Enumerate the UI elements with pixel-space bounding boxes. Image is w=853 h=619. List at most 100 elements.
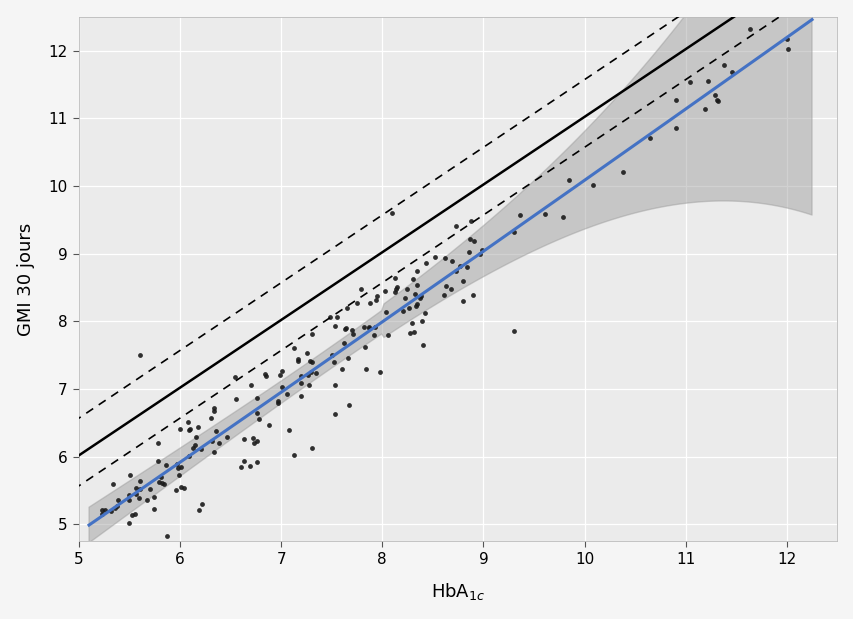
Point <box>250 436 264 446</box>
Point <box>271 396 285 405</box>
Point <box>322 312 336 322</box>
Point <box>132 350 146 360</box>
Point <box>156 479 170 489</box>
Point <box>98 504 112 514</box>
Point <box>132 493 146 503</box>
Point <box>669 95 682 105</box>
Point <box>327 357 340 367</box>
Point <box>449 266 462 276</box>
Point <box>418 308 432 318</box>
Point <box>351 298 364 308</box>
Point <box>273 370 287 380</box>
Point <box>357 322 370 332</box>
Point <box>716 60 729 70</box>
Point <box>456 276 469 286</box>
Point <box>409 280 423 290</box>
Point <box>207 402 221 412</box>
Point <box>409 299 423 309</box>
Point <box>177 483 191 493</box>
Point <box>95 509 108 519</box>
Point <box>466 290 479 300</box>
Point <box>700 76 714 86</box>
Point <box>171 459 184 469</box>
Point <box>710 97 723 106</box>
Point <box>171 463 185 473</box>
Point <box>328 321 342 331</box>
Point <box>354 284 368 294</box>
Point <box>122 490 136 500</box>
Point <box>206 447 220 457</box>
Point <box>300 348 314 358</box>
Point <box>293 371 307 381</box>
Point <box>95 506 108 516</box>
Point <box>305 443 319 453</box>
Point <box>507 326 520 336</box>
Point <box>186 443 200 452</box>
Point <box>294 391 308 400</box>
Point <box>250 408 264 418</box>
Point <box>172 470 186 480</box>
Point <box>155 478 169 488</box>
Point <box>122 495 136 504</box>
Point <box>358 364 372 374</box>
Point <box>460 262 473 272</box>
Point <box>181 417 194 427</box>
Point <box>537 209 551 219</box>
Point <box>174 482 188 492</box>
Point <box>111 495 125 504</box>
Point <box>287 344 300 353</box>
Point <box>416 340 430 350</box>
Point <box>310 368 323 378</box>
Point <box>160 531 174 541</box>
Point <box>362 324 375 334</box>
Point <box>190 422 204 432</box>
Point <box>724 67 738 77</box>
Point <box>334 364 348 374</box>
Point <box>363 298 376 308</box>
Point <box>128 509 142 519</box>
Point <box>237 434 251 444</box>
Point <box>616 167 630 177</box>
Point <box>305 357 319 366</box>
Point <box>219 432 233 442</box>
Point <box>428 253 442 262</box>
Point <box>154 472 167 482</box>
Point <box>247 438 260 448</box>
Point <box>129 490 142 500</box>
Point <box>159 459 172 469</box>
Point <box>413 293 426 303</box>
Point <box>242 461 256 471</box>
Point <box>388 274 402 284</box>
Point <box>780 45 794 54</box>
Point <box>212 438 226 448</box>
Point <box>438 253 451 263</box>
Point <box>205 436 218 446</box>
Point <box>183 451 196 461</box>
Point <box>173 462 187 472</box>
Point <box>252 415 265 425</box>
X-axis label: HbA$_{1c}$: HbA$_{1c}$ <box>431 581 485 602</box>
Point <box>408 289 421 299</box>
Point <box>205 413 218 423</box>
Point <box>363 322 376 332</box>
Point <box>456 296 469 306</box>
Point <box>467 236 480 246</box>
Point <box>276 366 289 376</box>
Point <box>258 368 272 378</box>
Point <box>280 389 293 399</box>
Point <box>183 423 196 433</box>
Point <box>305 329 319 339</box>
Point <box>130 483 143 493</box>
Point <box>194 500 208 509</box>
Point <box>143 484 157 494</box>
Point <box>405 274 419 284</box>
Point <box>444 284 457 294</box>
Point <box>368 322 381 332</box>
Point <box>148 504 161 514</box>
Point <box>293 378 307 387</box>
Point <box>449 221 462 231</box>
Point <box>151 438 165 448</box>
Point <box>188 439 201 449</box>
Point <box>152 477 165 487</box>
Point <box>328 409 341 419</box>
